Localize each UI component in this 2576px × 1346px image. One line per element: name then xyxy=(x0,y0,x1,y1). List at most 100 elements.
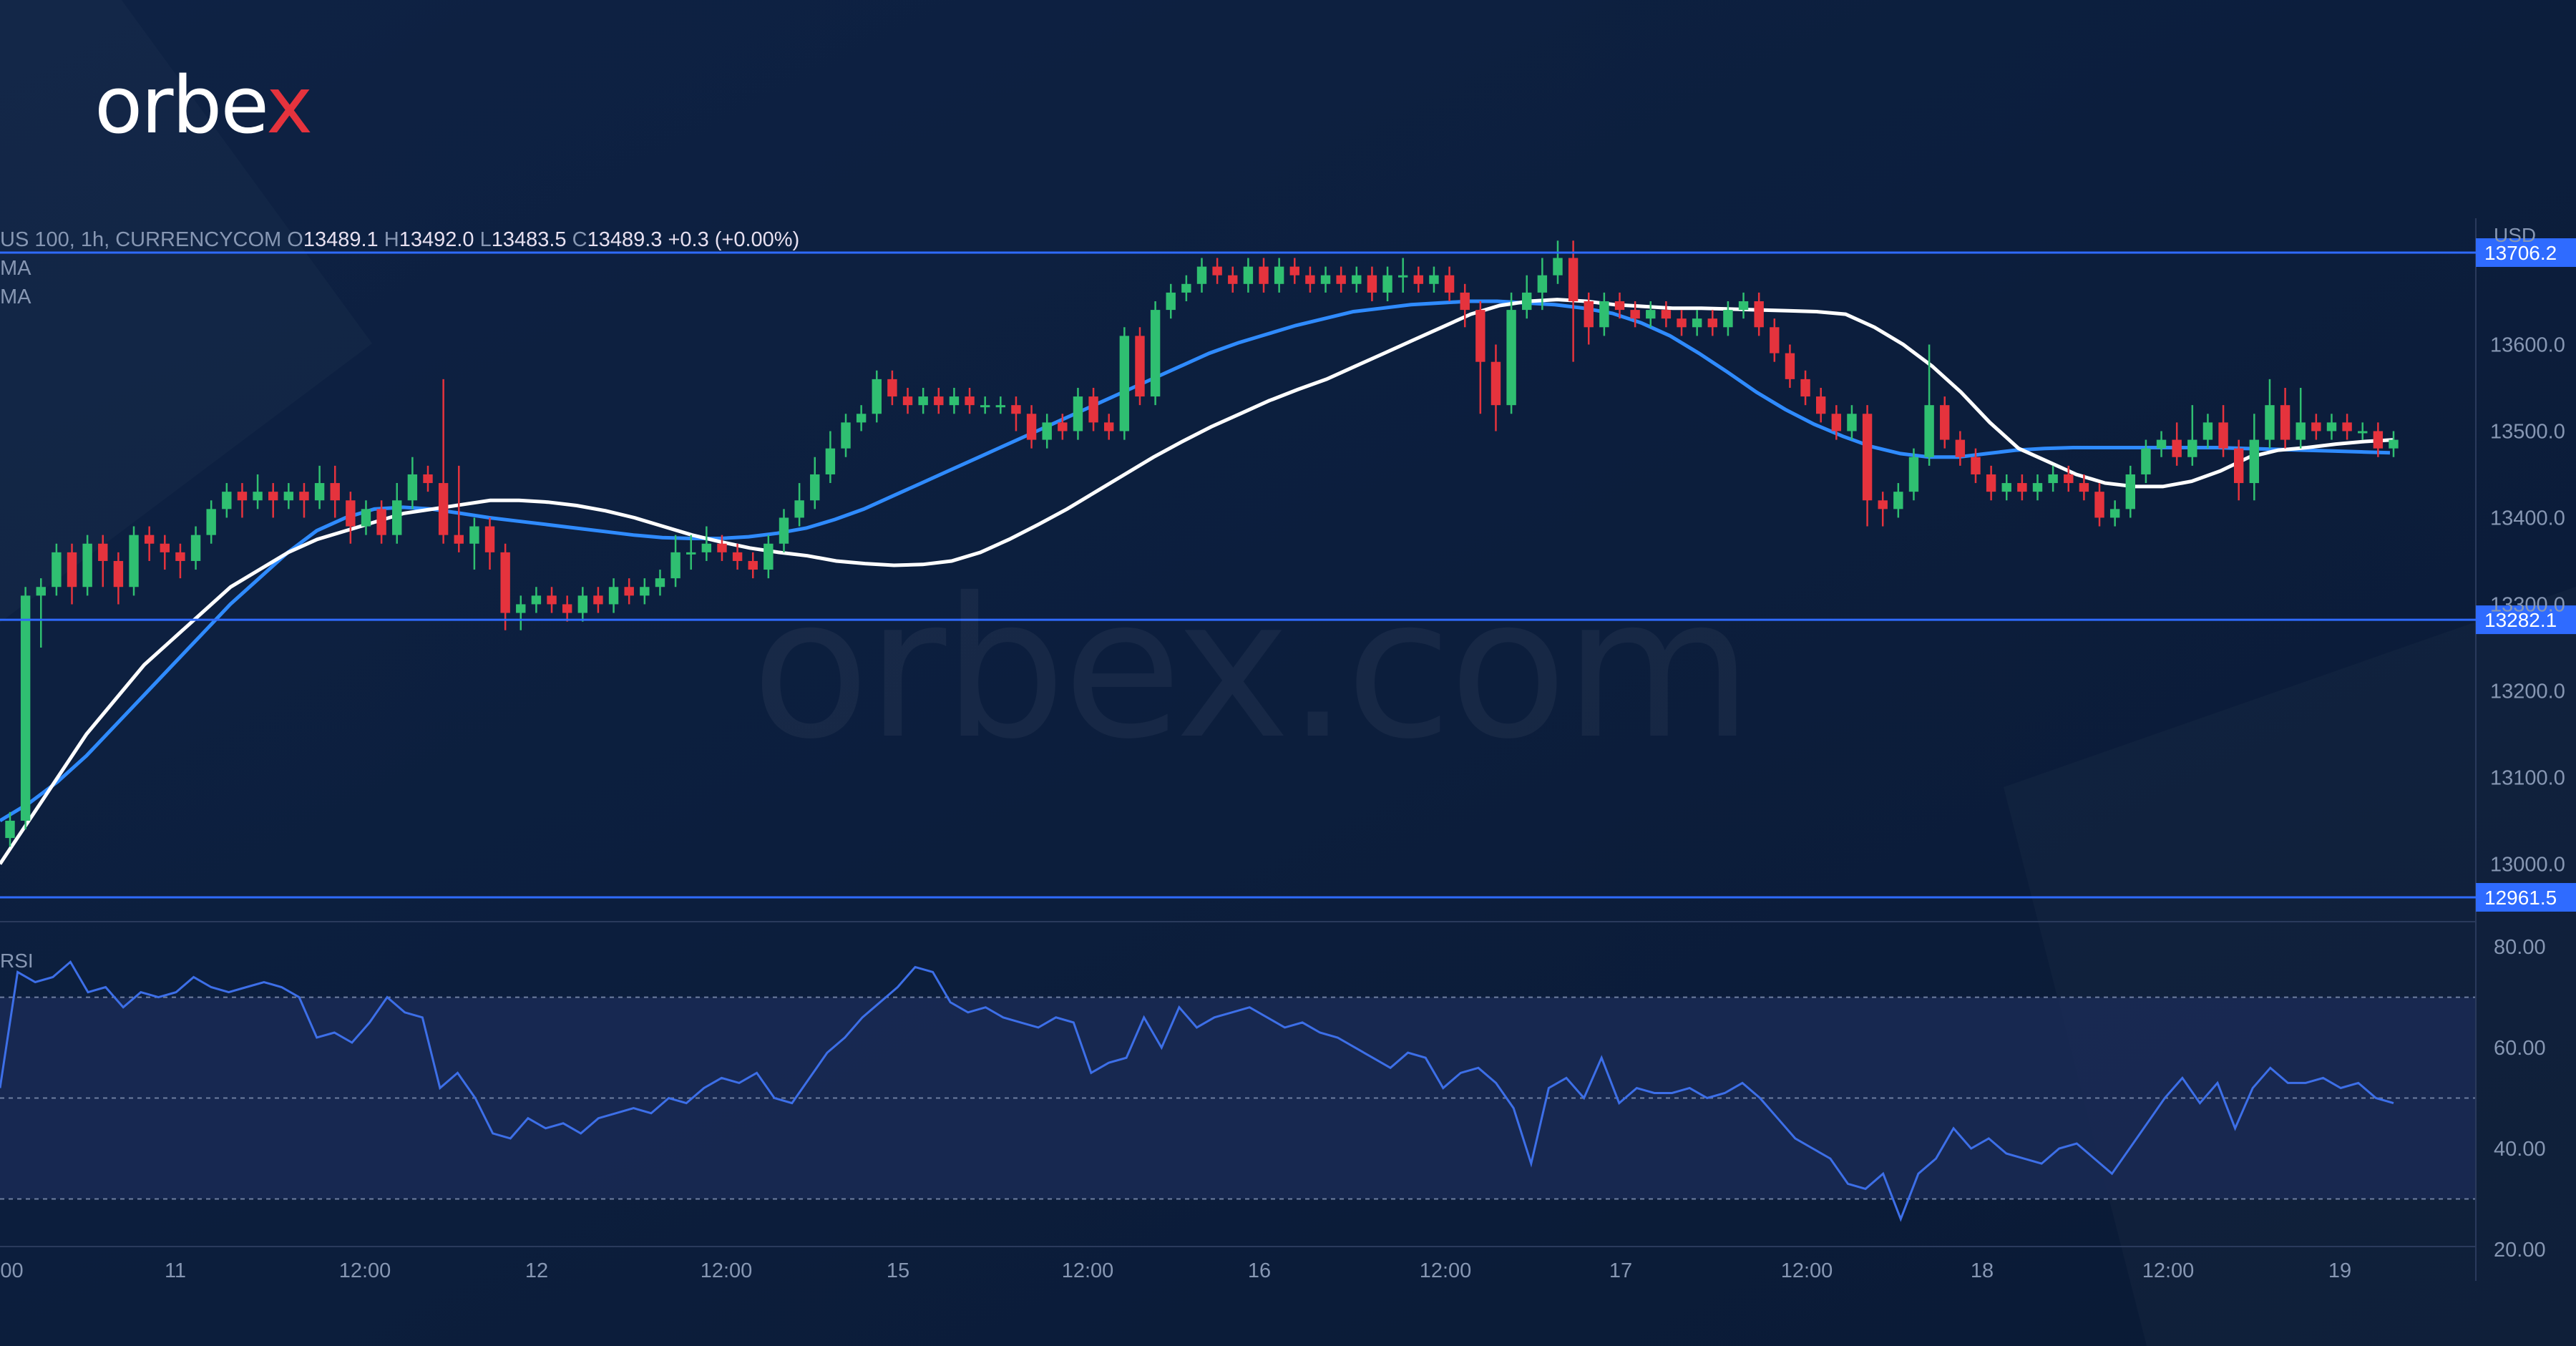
candle-body xyxy=(1058,422,1068,431)
candle-body xyxy=(2079,483,2089,492)
candle-body xyxy=(2094,492,2104,518)
candle-body xyxy=(2202,422,2213,440)
candle-body xyxy=(1847,414,1857,431)
rsi-tick: 60.00 xyxy=(2494,1037,2546,1060)
candle-body xyxy=(2233,448,2244,484)
candle-body xyxy=(253,492,263,501)
candle-body xyxy=(531,595,542,605)
candle-body xyxy=(1723,310,1733,328)
candle-body xyxy=(206,509,216,535)
candle-body xyxy=(856,414,867,423)
candle-body xyxy=(1630,310,1640,319)
candle-body xyxy=(608,587,619,605)
watermark: orbex.com xyxy=(751,572,1752,766)
level-tag xyxy=(2476,605,2576,635)
candle-body xyxy=(965,396,975,406)
candle-body xyxy=(686,552,696,555)
candle-body xyxy=(1243,266,1254,284)
open-value: 13489.1 xyxy=(303,228,379,251)
candle-body xyxy=(2280,405,2290,440)
candle-body xyxy=(2172,439,2182,457)
candle-body xyxy=(516,604,526,613)
candle-body xyxy=(763,543,774,570)
rsi-line xyxy=(0,960,2394,1222)
candle-body xyxy=(190,535,201,561)
price-tick: 13000.0 xyxy=(2490,853,2565,876)
candle-body xyxy=(1878,500,1888,509)
orbex-logo: orbex xyxy=(94,59,313,151)
candle-body xyxy=(469,526,479,544)
level-tag xyxy=(2476,238,2576,267)
candle-body xyxy=(346,500,356,527)
candle-body xyxy=(1305,275,1315,284)
candle-body xyxy=(2001,483,2011,492)
candle-body xyxy=(1738,301,1749,311)
symbol-label: US 100, 1h, CURRENCYCOM xyxy=(0,228,282,251)
candle-body xyxy=(361,509,371,527)
candle-body xyxy=(2156,439,2167,449)
candle-body xyxy=(1815,396,1826,414)
high-value: 13492.0 xyxy=(399,228,474,251)
candle-body xyxy=(1026,414,1037,440)
candle-body xyxy=(1088,396,1098,423)
currency-label: USD xyxy=(2494,224,2536,246)
time-tick: 12 xyxy=(525,1259,548,1282)
level-tag-label: 13282.1 xyxy=(2484,609,2557,631)
candle-body xyxy=(670,552,680,579)
price-tick: 13300.0 xyxy=(2490,593,2565,616)
candle-body xyxy=(779,517,789,544)
candle-body xyxy=(1367,275,1377,293)
candle-body xyxy=(1831,414,1842,431)
time-tick: 12:00 xyxy=(1781,1259,1833,1282)
ohlc-row: US 100, 1h, CURRENCYCOM O13489.1 H13492.… xyxy=(0,228,800,251)
candle-body xyxy=(2265,405,2275,440)
candle-body xyxy=(980,405,990,408)
candle-body xyxy=(1491,361,1501,406)
price-tick: 13200.0 xyxy=(2490,680,2565,703)
time-tick: 12:00 xyxy=(701,1259,753,1282)
candle-body xyxy=(144,535,155,544)
candle-body xyxy=(902,396,913,406)
candle-body xyxy=(1707,318,1717,328)
candle-body xyxy=(36,587,46,596)
candle-body xyxy=(1397,275,1408,278)
rsi-tick: 80.00 xyxy=(2494,936,2546,959)
candle-body xyxy=(129,535,139,587)
candle-body xyxy=(222,492,232,509)
candle-body xyxy=(1336,275,1346,284)
ma-slow-label: MA xyxy=(0,286,31,308)
candle-body xyxy=(1599,301,1609,328)
candle-body xyxy=(2326,422,2337,431)
candle-body xyxy=(113,560,124,587)
candle-body xyxy=(841,422,851,449)
candle-body xyxy=(1289,266,1299,275)
candle-body xyxy=(1212,266,1222,275)
candle-body xyxy=(1770,327,1780,353)
candle-body xyxy=(2109,509,2120,518)
candle-body xyxy=(640,587,650,596)
candle-body xyxy=(1166,292,1176,311)
candle-body xyxy=(299,492,309,501)
candle-body xyxy=(1955,439,1966,457)
candle-body xyxy=(577,595,588,613)
candle-body xyxy=(314,483,325,501)
candle-body xyxy=(484,526,495,552)
candle-body xyxy=(949,396,960,406)
candle-body xyxy=(1754,301,1764,328)
candle-body xyxy=(98,543,108,561)
candle-body xyxy=(2187,439,2197,457)
candle-body xyxy=(1506,310,1516,406)
rsi-tick: 20.00 xyxy=(2494,1239,2546,1262)
candle-body xyxy=(1073,396,1083,431)
close-value: 13489.3 xyxy=(587,228,663,251)
candle-body xyxy=(1475,310,1485,362)
candle-body xyxy=(1382,275,1392,293)
candle-body xyxy=(1940,405,1950,440)
candle-body xyxy=(237,492,248,501)
candle-body xyxy=(1274,266,1284,284)
candle-body xyxy=(438,483,449,535)
candle-body xyxy=(2064,474,2074,484)
candle-body xyxy=(2358,431,2368,434)
time-tick: 17 xyxy=(1609,1259,1632,1282)
